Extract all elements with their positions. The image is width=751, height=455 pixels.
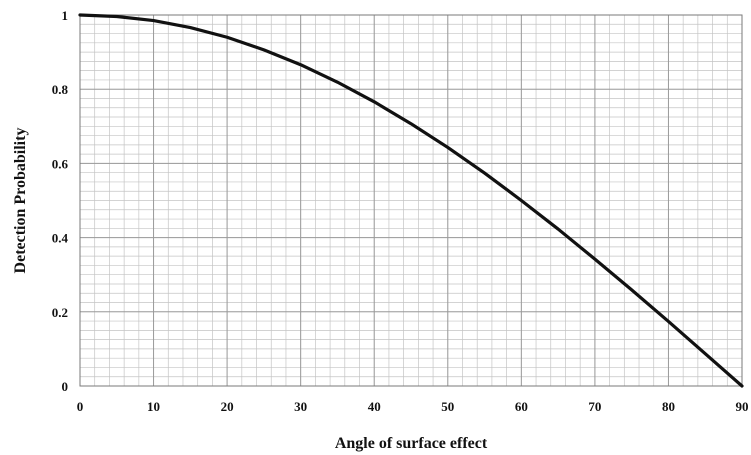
minor-gridlines [79,14,743,387]
x-tick-label: 10 [147,399,160,414]
y-tick-label: 1 [62,8,69,23]
x-tick-label: 40 [368,399,381,414]
series-layer [78,13,744,388]
y-axis-title: Detection Probability [12,128,29,274]
x-tick-label: 80 [662,399,675,414]
x-axis-title: Angle of surface effect [335,435,488,452]
y-tick-label: 0 [62,379,69,394]
y-axis-ticks: 0 0.2 0.4 0.6 0.8 1 [52,8,69,394]
x-tick-label: 0 [77,399,84,414]
x-tick-label: 90 [736,399,749,414]
series-line-0 [78,13,744,388]
y-tick-label: 0.2 [52,305,68,320]
x-tick-label: 20 [221,399,234,414]
plot-area-frame [79,14,743,387]
x-tick-label: 30 [294,399,307,414]
x-axis-ticks: 0 10 20 30 40 50 60 70 80 90 [77,399,749,414]
y-tick-label: 0.8 [52,82,69,97]
y-tick-label: 0.6 [52,156,69,171]
x-tick-label: 50 [441,399,454,414]
x-tick-label: 60 [515,399,528,414]
y-tick-label: 0.4 [52,231,69,246]
x-tick-label: 70 [588,399,601,414]
